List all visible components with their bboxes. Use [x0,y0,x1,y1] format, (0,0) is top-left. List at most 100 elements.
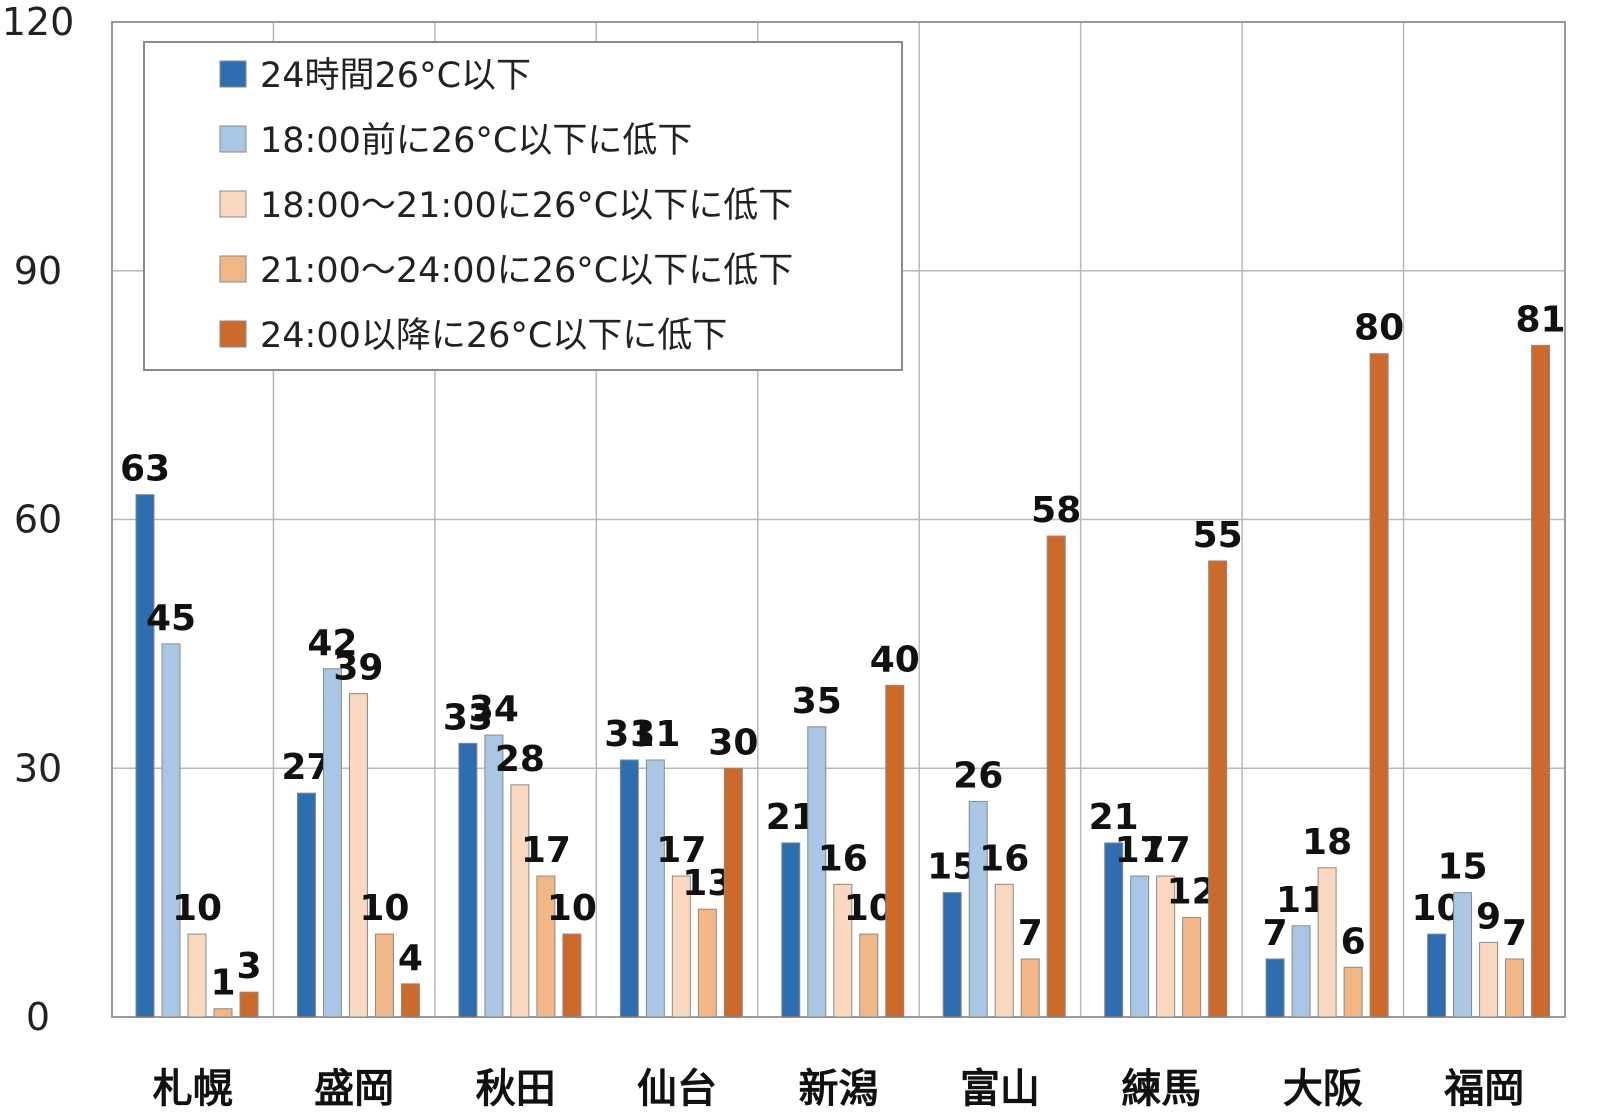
data-label: 35 [792,681,842,722]
bar-1 [619,759,639,1018]
legend-swatch [219,60,247,88]
data-label: 55 [1193,515,1243,556]
data-label: 1 [210,963,235,1004]
data-label: 34 [469,689,519,730]
bar-2 [1291,925,1311,1018]
bar-2 [1130,875,1150,1018]
data-label: 10 [172,888,222,929]
data-label: 16 [818,838,868,879]
legend-entry: 18:00前に26°C以下に低下 [260,121,692,161]
data-label: 17 [521,830,571,871]
legend-swatch [219,190,247,218]
data-label: 28 [495,739,545,780]
bar-5 [1046,535,1066,1018]
bar-2 [968,800,988,1018]
bar-4 [697,908,717,1018]
legend-entry: 24時間26°C以下 [260,56,531,96]
bar-1 [1104,842,1124,1018]
bar-5 [562,933,582,1018]
bar-5 [1208,560,1228,1018]
legend-swatch [219,320,247,348]
bar-5 [400,983,420,1018]
bar-2 [161,643,181,1018]
data-label: 7 [1263,913,1288,954]
data-label: 10 [547,888,597,929]
y-tick-label: 90 [14,249,62,293]
data-label: 7 [1018,913,1043,954]
data-label: 31 [630,714,680,755]
bar-5 [239,991,259,1018]
data-label: 16 [979,838,1029,879]
bar-4 [859,933,879,1018]
data-label: 15 [1438,847,1488,888]
data-label: 7 [1502,913,1527,954]
data-label: 6 [1341,921,1366,962]
bar-5 [723,767,743,1018]
data-label: 39 [333,648,383,689]
data-label: 58 [1031,490,1081,531]
data-label: 40 [870,639,920,680]
bar-1 [458,742,478,1018]
bar-3 [510,784,530,1018]
data-label: 45 [146,598,196,639]
x-tick-label: 新潟 [799,1066,879,1112]
legend-swatch [219,255,247,283]
x-tick-label: 富山 [960,1066,1040,1112]
data-label: 18 [1302,822,1352,863]
legend-entry: 24:00以降に26°C以下に低下 [260,316,727,356]
legend-swatch [219,125,247,153]
bar-3 [1479,941,1499,1018]
data-label: 80 [1354,308,1404,349]
x-tick-label: 仙台 [637,1066,717,1112]
bar-2 [484,734,504,1018]
bar-2 [1453,892,1473,1018]
x-tick-label: 札幌 [153,1066,233,1112]
bar-3 [671,875,691,1018]
bar-3 [1156,875,1176,1018]
data-label: 17 [656,830,706,871]
bar-5 [1369,353,1389,1018]
bar-3 [187,933,207,1018]
bar-4 [374,933,394,1018]
legend-box [143,41,903,371]
data-label: 17 [1115,830,1165,871]
data-label: 4 [398,938,423,979]
bar-3 [833,883,853,1018]
bar-1 [135,494,155,1018]
bar-4 [536,875,556,1018]
data-label: 9 [1476,896,1501,937]
bar-4 [1343,966,1363,1018]
bar-2 [807,726,827,1018]
bar-1 [296,792,316,1018]
data-label: 63 [120,449,170,490]
data-label: 33 [443,697,493,738]
bar-2 [322,668,342,1018]
legend-entry: 18:00～21:00に26°C以下に低下 [260,186,793,226]
x-tick-label: 盛岡 [314,1066,394,1112]
y-tick-label: 120 [2,0,75,44]
data-label: 26 [953,755,1003,796]
bar-4 [213,1008,233,1018]
y-tick-label: 30 [14,746,62,790]
data-label: 3 [236,946,261,987]
data-label: 21 [1089,797,1139,838]
y-tick-label: 0 [26,995,50,1039]
x-tick-label: 福岡 [1443,1066,1524,1112]
bar-1 [1265,958,1285,1018]
legend-entry: 21:00～24:00に26°C以下に低下 [260,251,793,291]
data-label: 17 [1141,830,1191,871]
bar-3 [1317,867,1337,1018]
y-tick-label: 60 [14,498,62,542]
bar-4 [1182,917,1202,1018]
bar-3 [994,883,1014,1018]
data-label: 81 [1516,299,1566,340]
bar-3 [348,693,368,1018]
bar-1 [942,892,962,1018]
data-label: 30 [708,722,758,763]
bar-4 [1505,958,1525,1018]
data-label: 42 [307,623,357,664]
x-tick-label: 秋田 [476,1066,556,1112]
bar-1 [781,842,801,1018]
